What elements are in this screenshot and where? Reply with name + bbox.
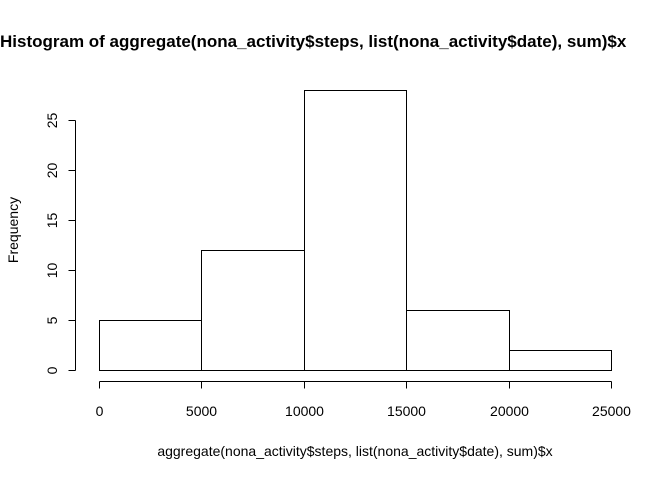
x-axis-label: aggregate(nona_activity$steps, list(nona… <box>157 443 552 459</box>
histogram-bar-1 <box>201 250 305 371</box>
y-tick-label-0: 0 <box>44 366 60 374</box>
x-tick-label-5: 25000 <box>592 403 631 419</box>
chart-title: Histogram of aggregate(nona_activity$ste… <box>0 32 627 51</box>
y-axis-label: Frequency <box>5 197 21 263</box>
bars-group <box>99 90 612 371</box>
y-axis: 0 5 10 15 20 25 <box>44 113 76 374</box>
x-tick-label-0: 0 <box>96 403 104 419</box>
histogram-bar-3 <box>406 310 510 371</box>
x-axis: 0 5000 10000 15000 20000 25000 <box>96 381 631 419</box>
x-tick-label-1: 5000 <box>186 403 217 419</box>
y-tick-label-1: 5 <box>44 316 60 324</box>
histogram-bar-0 <box>99 320 202 371</box>
y-tick-label-4: 20 <box>44 163 60 179</box>
x-tick-label-3: 15000 <box>387 403 426 419</box>
x-tick-label-4: 20000 <box>490 403 529 419</box>
x-tick-label-2: 10000 <box>285 403 324 419</box>
y-tick-label-2: 10 <box>44 263 60 279</box>
y-tick-label-5: 25 <box>44 113 60 129</box>
histogram-bar-2 <box>304 90 407 371</box>
histogram-bar-4 <box>509 350 612 371</box>
y-tick-label-3: 15 <box>44 213 60 229</box>
